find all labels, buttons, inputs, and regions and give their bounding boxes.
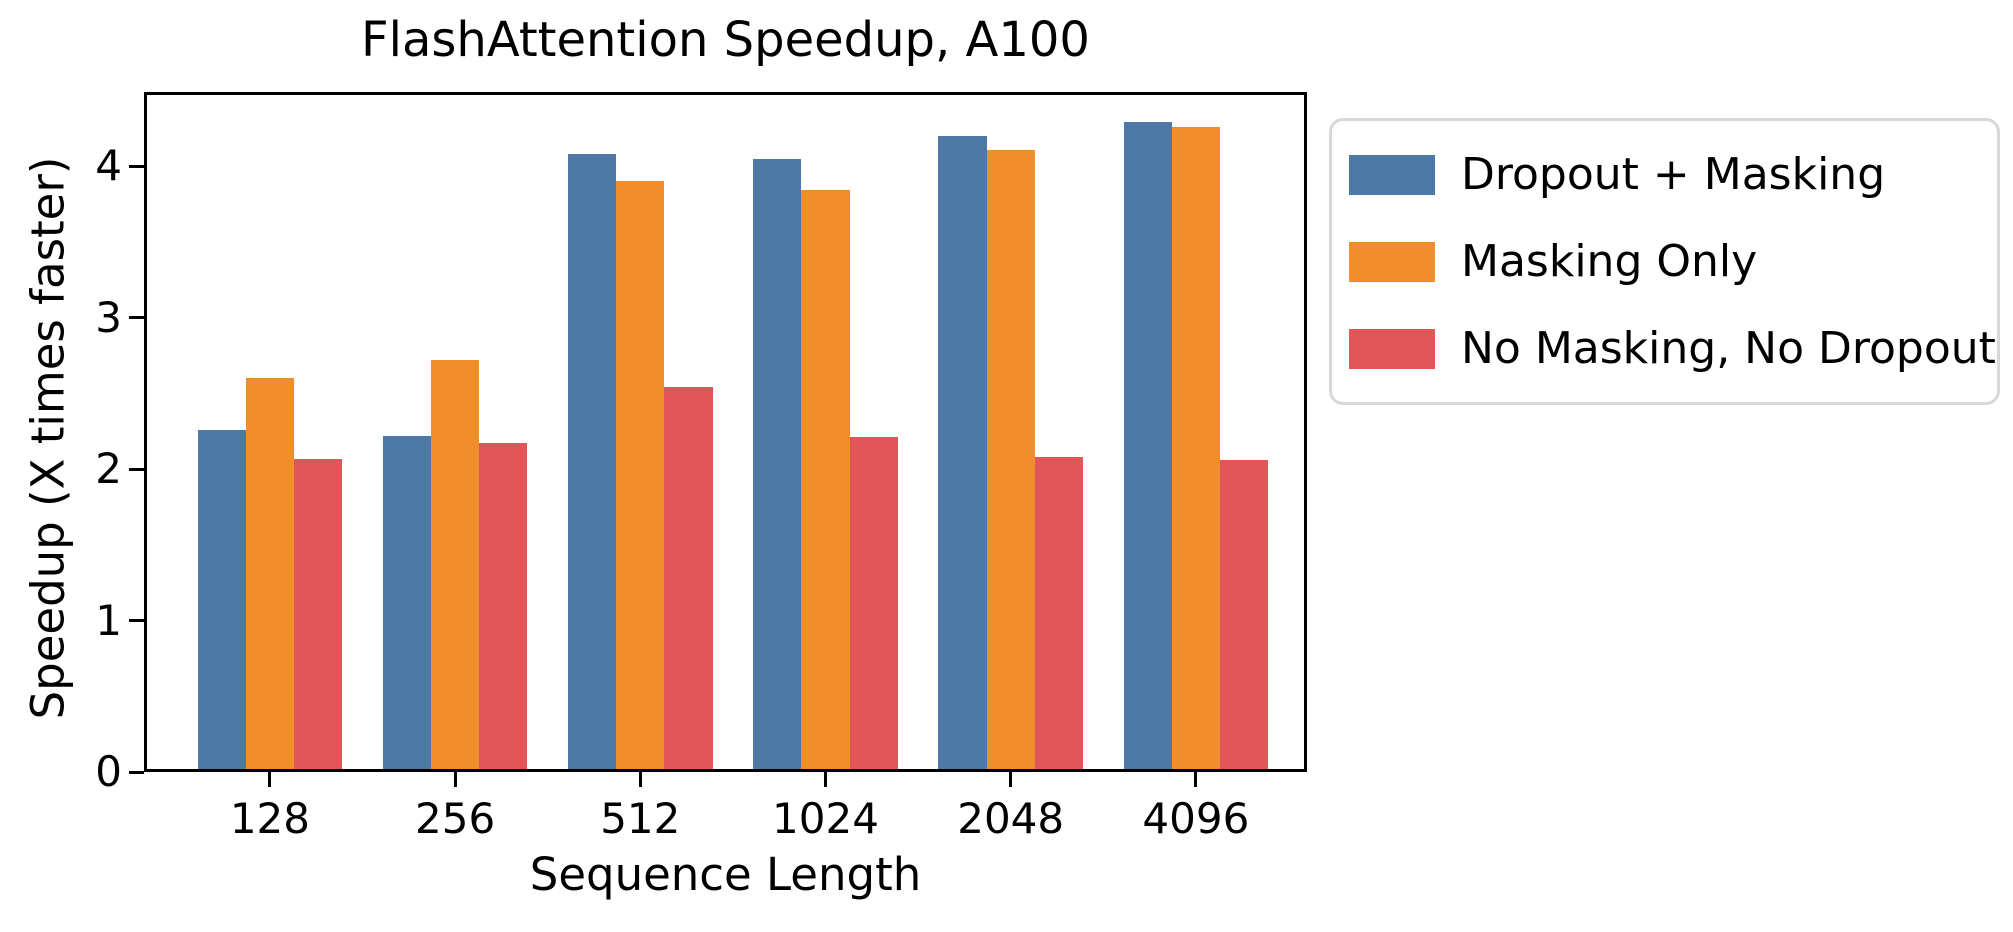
y-tick-label: 3 (95, 292, 122, 342)
bar-series1-seq256 (431, 360, 480, 769)
legend-label: Dropout + Masking (1461, 148, 1886, 200)
bar-series2-seq128 (294, 458, 343, 769)
legend-swatch-masking-only (1349, 241, 1435, 282)
x-tick-label: 2048 (957, 794, 1065, 843)
bar-series1-seq128 (245, 378, 294, 769)
x-axis-label: Sequence Length (529, 848, 922, 901)
bar-series1-seq1024 (801, 190, 850, 769)
legend-label: Masking Only (1461, 235, 1758, 287)
bar-series0-seq256 (382, 435, 432, 769)
bar-series2-seq2048 (1034, 457, 1083, 769)
y-tick-mark (129, 316, 144, 320)
y-tick-label: 2 (95, 444, 122, 494)
bar-series1-seq4096 (1171, 126, 1220, 769)
legend: Dropout + Masking Masking Only No Maskin… (1329, 118, 2000, 405)
y-tick-mark (129, 467, 144, 471)
y-tick-label: 0 (95, 747, 122, 796)
chart-title: FlashAttention Speedup, A100 (361, 12, 1090, 68)
x-tick-mark (268, 772, 272, 787)
bar-series2-seq1024 (849, 437, 898, 769)
bar-series2-seq512 (664, 387, 713, 769)
y-tick-mark (129, 619, 144, 623)
legend-row: Masking Only (1349, 218, 1997, 305)
bar-series0-seq128 (197, 429, 246, 769)
x-tick-mark (453, 772, 457, 787)
x-tick-mark (1009, 772, 1013, 787)
bar-series0-seq512 (568, 154, 617, 769)
y-tick-label: 4 (95, 141, 122, 191)
legend-label: No Masking, No Dropout (1461, 322, 1996, 374)
bar-series1-seq2048 (986, 149, 1035, 769)
x-tick-mark (1194, 772, 1198, 787)
bar-series0-seq1024 (753, 158, 802, 769)
y-tick-mark (129, 770, 144, 774)
legend-swatch-no-masking-no-dropout (1349, 328, 1435, 369)
x-tick-mark (638, 772, 642, 787)
x-tick-label: 128 (229, 794, 311, 843)
bar-series0-seq2048 (938, 135, 987, 769)
bar-series1-seq512 (616, 181, 665, 769)
y-tick-label: 1 (95, 595, 122, 645)
legend-row: Dropout + Masking (1349, 131, 1997, 218)
x-tick-label: 1024 (772, 794, 879, 843)
legend-row: No Masking, No Dropout (1349, 305, 1997, 392)
bar-series0-seq4096 (1123, 122, 1172, 769)
legend-swatch-dropout-masking (1349, 154, 1435, 195)
x-tick-label: 256 (415, 794, 496, 843)
bar-series2-seq4096 (1219, 460, 1269, 769)
x-tick-mark (824, 772, 827, 787)
x-tick-label: 512 (600, 794, 681, 843)
bar-series2-seq256 (479, 443, 528, 769)
plot-area (144, 92, 1307, 772)
y-tick-mark (129, 164, 144, 168)
x-tick-label: 4096 (1142, 794, 1250, 843)
